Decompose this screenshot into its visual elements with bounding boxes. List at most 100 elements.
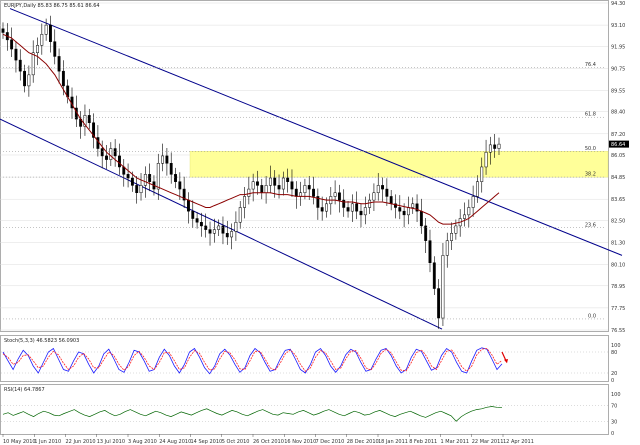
channel-upper-line: [9, 8, 623, 256]
candle-body: [350, 203, 354, 212]
candle-body: [251, 181, 255, 190]
candle-body: [273, 177, 277, 186]
time-tick-label: 26 Oct 2010: [253, 439, 284, 445]
candle-body: [105, 155, 108, 160]
candle-body: [212, 229, 216, 234]
stoch-signal-line: [2, 348, 503, 372]
candle-body: [238, 207, 242, 223]
fib-level-label: 38.2: [585, 172, 596, 178]
time-tick-label: 14 Sep 2010: [191, 439, 223, 445]
candle-body: [333, 192, 337, 197]
candle-body: [243, 196, 246, 208]
price-tick-label: 93.10: [611, 23, 625, 29]
channel-lower-line: [0, 118, 443, 330]
candle-body: [402, 210, 406, 216]
candle-body: [113, 148, 117, 157]
price-tick-label: 78.95: [611, 284, 625, 290]
fib-levels-group: 0.0 23.6 38.2 50.0 61.8 76.4: [3, 62, 606, 319]
time-tick-label: 13 Jul 2010: [97, 439, 125, 445]
candle-body: [18, 59, 22, 72]
candle-body: [187, 199, 190, 212]
fib-level-label: 0.0: [588, 313, 596, 319]
stoch-tick-label: 0: [611, 378, 614, 384]
candle-body: [130, 177, 134, 186]
candle-body: [480, 166, 484, 182]
candle-body: [389, 196, 393, 205]
candle-body: [14, 48, 18, 61]
price-tick-label: 76.55: [611, 328, 625, 334]
candle-body: [247, 188, 251, 197]
candle-body: [294, 188, 298, 197]
candle-body: [27, 74, 31, 87]
main-chart-title: EURJPY,Daily 85.83 86.75 85.61 86.64: [4, 3, 100, 9]
candle-body: [411, 203, 415, 208]
stoch-panel-frame: [0, 335, 609, 382]
last-price-tag: [609, 140, 629, 148]
candle-body: [135, 185, 139, 194]
candle-body: [286, 177, 290, 182]
candle-body: [419, 210, 423, 227]
time-tick-label: 8 Feb 2011: [409, 439, 437, 445]
candle-body: [424, 225, 428, 241]
stoch-main-line: [2, 347, 503, 375]
fib-level-label: 50.0: [585, 146, 596, 152]
candle-body: [169, 163, 173, 175]
rsi-line: [2, 406, 503, 422]
time-tick-label: 10 May 2010: [3, 439, 36, 445]
candle-body: [316, 196, 320, 208]
fib-level-label: 76.4: [585, 62, 596, 68]
candle-body: [53, 41, 57, 57]
rsi-panel-frame: [0, 384, 609, 435]
candle-body: [337, 192, 341, 201]
candle-body: [195, 218, 199, 223]
candle-body: [36, 45, 39, 53]
candle-body: [445, 240, 449, 256]
time-tick-label: 7 Dec 2010: [316, 439, 345, 445]
candle-body: [475, 181, 479, 197]
price-tick-label: 91.95: [611, 44, 625, 50]
candle-body: [191, 210, 195, 219]
candle-body: [57, 56, 61, 72]
rsi-tick-label: 30: [611, 419, 617, 425]
candle-body: [277, 185, 281, 190]
candle-body: [23, 70, 27, 87]
candle-body: [87, 115, 91, 123]
candle-body: [394, 203, 397, 208]
candle-body: [415, 203, 419, 212]
candle-body: [325, 203, 328, 212]
candle-body: [346, 207, 350, 212]
candle-body: [230, 231, 234, 238]
stoch-tick-label: 80: [611, 350, 617, 356]
candle-body: [398, 207, 402, 212]
fib-yellow-zone: [189, 151, 609, 178]
candle-body: [126, 174, 130, 179]
candle-body: [454, 225, 458, 234]
fib-zone: [189, 151, 609, 178]
price-tick-label: 82.50: [611, 218, 625, 224]
candle-body: [234, 221, 238, 232]
stoch-title: Stoch(5,3,3) 46.5823 56.0903: [4, 338, 79, 344]
candle-body: [161, 155, 165, 164]
candle-body: [174, 174, 177, 182]
candle-body: [385, 188, 389, 197]
moving-average-line: [2, 33, 500, 225]
rsi-tick-label: 0: [611, 431, 614, 437]
candle-body: [199, 221, 203, 227]
candle-body: [441, 255, 445, 319]
stoch-down-arrow: [501, 351, 507, 361]
candle-body: [471, 196, 475, 208]
candle-body: [363, 207, 367, 216]
price-tick-label: 81.30: [611, 240, 625, 246]
candle-body: [307, 185, 311, 190]
time-tick-label: 16 Nov 2010: [284, 439, 316, 445]
price-tick-label: 89.55: [611, 89, 625, 95]
time-tick-label: 3 Aug 2010: [128, 439, 157, 445]
time-tick-label: 18 Jan 2011: [378, 439, 408, 445]
price-tick-label: 84.85: [611, 175, 625, 181]
candle-body: [31, 52, 35, 76]
price-tick-label: 94.30: [611, 1, 625, 7]
candle-body: [139, 185, 143, 194]
